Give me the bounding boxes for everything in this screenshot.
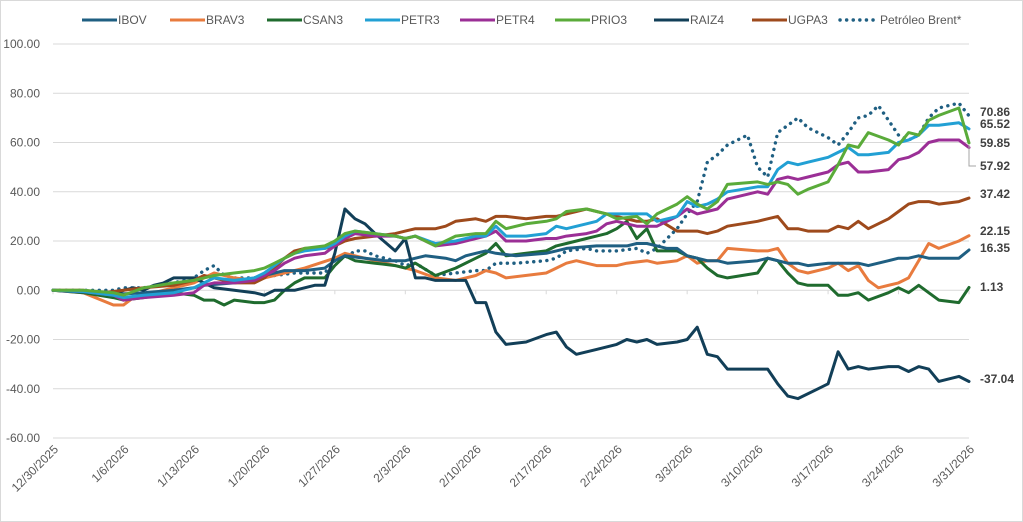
legend-item-petroleo-brent[interactable]: Petróleo Brent* xyxy=(838,13,962,27)
gridlines xyxy=(53,43,969,439)
end-labels: 16.35 22.15 1.13 65.52 59.85 57.92 -37.04 37.42… xyxy=(980,105,1014,386)
x-tick-label: 1/27/2026 xyxy=(295,442,343,490)
x-tick-label: 3/10/2026 xyxy=(718,442,766,490)
legend-label: Petróleo Brent* xyxy=(880,13,962,27)
x-tick-label: 3/17/2026 xyxy=(789,442,837,490)
leader-line xyxy=(968,144,976,167)
legend-label: PETR3 xyxy=(401,13,440,27)
x-tick-label: 2/10/2026 xyxy=(436,442,484,490)
legend-label: UGPA3 xyxy=(788,13,828,27)
x-tick-label: 2/17/2026 xyxy=(507,442,555,490)
y-axis: 100.00 80.00 60.00 40.00 20.00 0.00 -20.00 -40.… xyxy=(3,37,40,445)
x-tick-label: 3/31/2026 xyxy=(929,442,977,490)
label-leader-lines xyxy=(968,144,976,167)
end-label-raiz4: -37.04 xyxy=(980,372,1014,386)
x-tick-label: 1/13/2026 xyxy=(154,442,202,490)
x-tick-label: 3/3/2026 xyxy=(652,442,695,485)
end-label-brav3: 22.15 xyxy=(980,224,1010,238)
legend-label: BRAV3 xyxy=(206,13,245,27)
legend-label: PETR4 xyxy=(496,13,535,27)
legend-label: RAIZ4 xyxy=(690,13,724,27)
legend-item-raiz4[interactable]: RAIZ4 xyxy=(654,13,724,27)
end-label-prio3: 57.92 xyxy=(980,159,1010,173)
x-tick-label: 3/24/2026 xyxy=(859,442,907,490)
legend-item-petr3[interactable]: PETR3 xyxy=(365,13,440,27)
y-tick-label: -20.00 xyxy=(6,333,40,347)
y-tick-label: 20.00 xyxy=(10,234,40,248)
y-tick-label: -40.00 xyxy=(6,382,40,396)
legend: IBOV BRAV3 CSAN3 PETR3 PETR4 PRIO3 RAIZ4 UGPA3 P… xyxy=(82,13,962,27)
y-tick-label: 80.00 xyxy=(10,86,40,100)
legend-label: IBOV xyxy=(118,13,147,27)
y-tick-label: 0.00 xyxy=(17,283,41,297)
y-tick-label: 100.00 xyxy=(3,37,40,51)
end-label-ibov: 16.35 xyxy=(980,241,1010,255)
x-tick-label: 12/30/2025 xyxy=(9,442,62,495)
legend-item-prio3[interactable]: PRIO3 xyxy=(555,13,627,27)
x-tick-label: 2/24/2026 xyxy=(577,442,625,490)
series-lines xyxy=(51,101,971,401)
series-line-prio3 xyxy=(51,106,971,297)
legend-item-ugpa3[interactable]: UGPA3 xyxy=(752,13,828,27)
end-label-petroleo-brent: 70.86 xyxy=(980,105,1010,119)
end-label-petr4: 59.85 xyxy=(980,136,1010,150)
end-label-ugpa3: 37.42 xyxy=(980,187,1010,201)
x-tick-label: 1/6/2026 xyxy=(89,442,132,485)
legend-item-petr4[interactable]: PETR4 xyxy=(460,13,535,27)
series-line-petr3 xyxy=(51,121,971,300)
series-line-raiz4 xyxy=(51,207,971,401)
legend-item-ibov[interactable]: IBOV xyxy=(82,13,147,27)
y-tick-label: 60.00 xyxy=(10,136,40,150)
legend-item-csan3[interactable]: CSAN3 xyxy=(267,13,343,27)
series-line-csan3 xyxy=(51,219,971,307)
legend-item-brav3[interactable]: BRAV3 xyxy=(170,13,245,27)
end-label-csan3: 1.13 xyxy=(980,280,1004,294)
series-line-ibov xyxy=(51,242,971,296)
legend-label: PRIO3 xyxy=(591,13,627,27)
y-tick-label: 40.00 xyxy=(10,185,40,199)
series-line-ugpa3 xyxy=(51,196,971,295)
y-tick-label: -60.00 xyxy=(6,431,40,445)
end-label-petr3: 65.52 xyxy=(980,117,1010,131)
legend-label: CSAN3 xyxy=(303,13,343,27)
x-tick-label: 2/3/2026 xyxy=(370,442,413,485)
x-tick-label: 1/20/2026 xyxy=(225,442,273,490)
